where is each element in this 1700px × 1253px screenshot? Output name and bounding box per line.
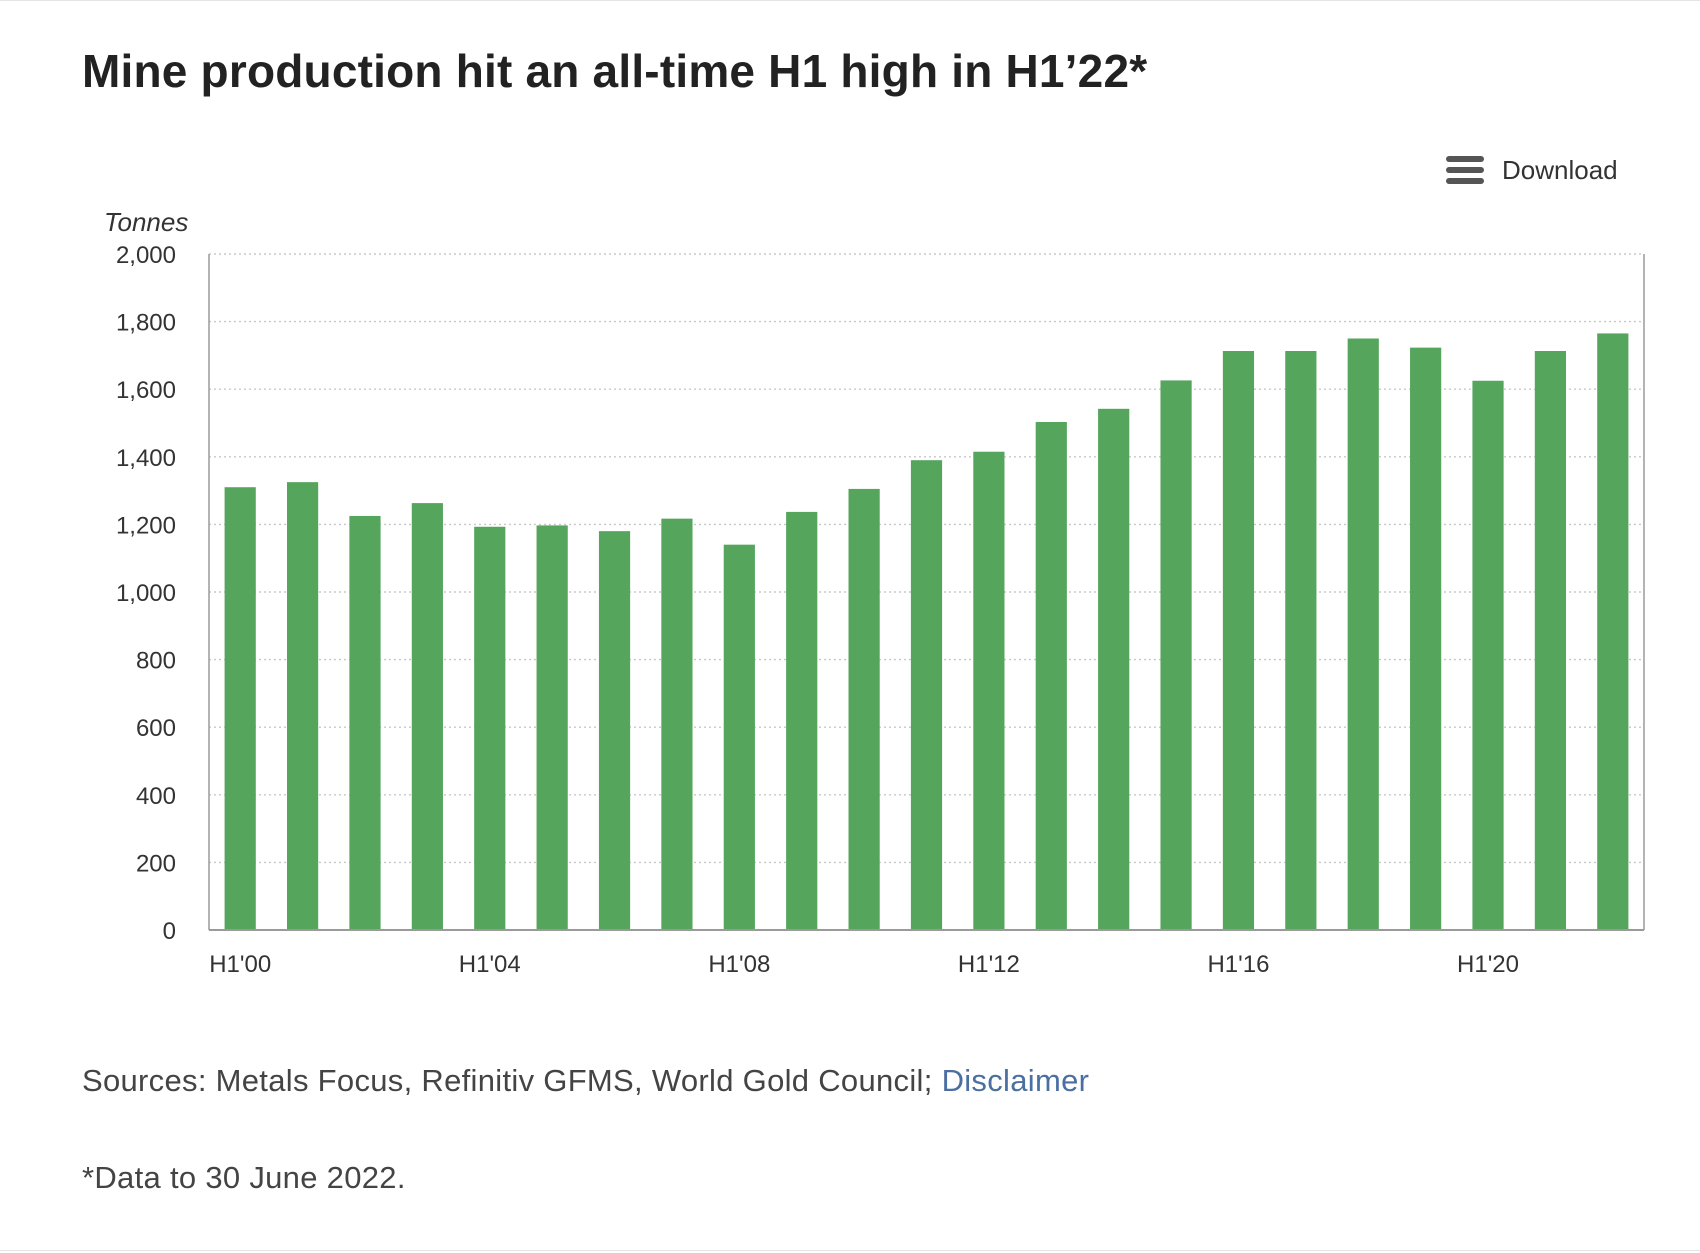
bar	[536, 525, 568, 930]
bar-chart: 0 200 400 600 800 1,000 1,200 1,400 1,600 1,800 2,…	[104, 207, 1645, 978]
x-tick-label: H1'00	[209, 951, 271, 978]
x-tick-label: H1'04	[459, 951, 521, 978]
bar	[910, 460, 943, 930]
y-tick-label: 1,000	[116, 580, 176, 607]
bar	[1098, 408, 1130, 931]
bar	[1472, 380, 1504, 930]
download-button[interactable]: Download	[1446, 150, 1618, 190]
y-tick-label: 400	[136, 783, 176, 810]
sources-note: Sources: Metals Focus, Refinitiv GFMS, W…	[82, 1063, 1089, 1099]
bar	[1222, 351, 1255, 931]
x-tick-label: H1'08	[708, 951, 770, 978]
y-tick-label: 0	[163, 918, 176, 945]
hamburger-menu-icon	[1446, 156, 1484, 184]
y-tick-label: 200	[136, 850, 176, 877]
y-tick-label: 1,600	[116, 377, 176, 404]
y-tick-label: 1,400	[116, 445, 176, 472]
data-footnote: *Data to 30 June 2022.	[82, 1160, 406, 1195]
bar	[474, 526, 506, 930]
bar	[1160, 380, 1192, 930]
top-divider	[0, 0, 1700, 1]
bar	[1035, 421, 1067, 930]
bottom-divider	[0, 1250, 1700, 1251]
bar	[224, 487, 256, 930]
y-tick-label: 600	[136, 715, 176, 742]
bar	[598, 531, 631, 930]
x-tick-label: H1'12	[958, 951, 1020, 978]
x-tick-label: H1'16	[1207, 951, 1269, 978]
bar	[349, 515, 381, 930]
bar	[1347, 338, 1379, 930]
chart-title: Mine production hit an all-time H1 high …	[82, 45, 1148, 97]
y-tick-label: 2,000	[116, 242, 176, 269]
bar	[286, 482, 319, 930]
bar	[1534, 351, 1567, 931]
bar	[786, 511, 818, 930]
bar	[661, 518, 693, 930]
download-label: Download	[1502, 154, 1618, 185]
bar	[1410, 347, 1442, 931]
sources-text: Sources: Metals Focus, Refinitiv GFMS, W…	[82, 1063, 942, 1098]
y-tick-label: 1,200	[116, 512, 176, 539]
disclaimer-link[interactable]: Disclaimer	[941, 1063, 1090, 1098]
y-axis-title: Tonnes	[104, 207, 188, 237]
y-tick-label: 1,800	[116, 310, 176, 337]
bar	[973, 451, 1005, 930]
bar	[1597, 333, 1629, 930]
bar	[723, 544, 755, 930]
bar	[848, 488, 880, 930]
x-tick-label: H1'20	[1457, 951, 1519, 978]
y-tick-label: 800	[136, 648, 176, 675]
bar	[411, 503, 443, 930]
bar	[1285, 351, 1317, 931]
